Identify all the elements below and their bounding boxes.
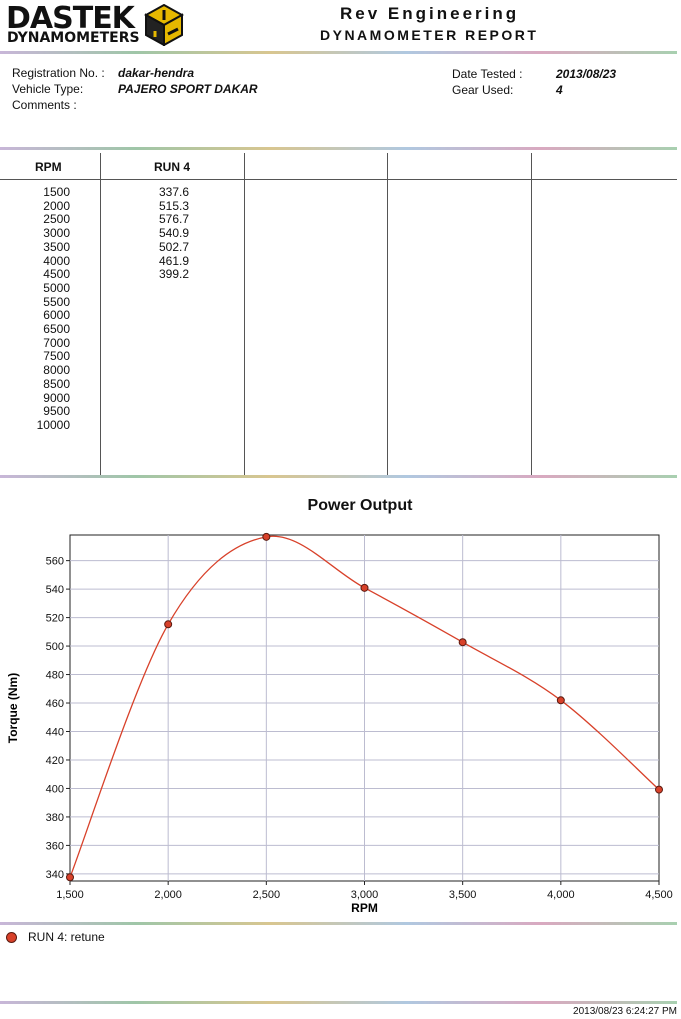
run4-cell: 461.9 [158, 253, 189, 268]
rpm-cell: 6000 [43, 308, 70, 323]
rpm-cell: 7000 [43, 335, 70, 350]
run4-cell: 337.6 [158, 185, 189, 199]
results-table: RPM RUN 4 1500 2000 2500 3000 3500 4000 4500 50… [0, 153, 677, 475]
rpm-cell: 9000 [43, 390, 70, 405]
vehicle-type-value: PAJERO SPORT DAKAR [118, 82, 258, 96]
y-tick-label: 540 [46, 584, 64, 596]
column-header-run4: RUN 4 [154, 160, 191, 174]
y-tick-label: 400 [46, 783, 64, 795]
registration-label: Registration No. : [12, 66, 105, 80]
rpm-cell: 8000 [43, 363, 70, 378]
run4-cell: 502.7 [158, 239, 189, 254]
gear-used-label: Gear Used: [452, 83, 514, 97]
comments-label: Comments : [12, 98, 77, 112]
y-tick-label: 420 [46, 755, 64, 767]
data-point [360, 583, 369, 592]
data-point [655, 785, 663, 794]
y-tick-label: 380 [46, 812, 64, 824]
x-tick-label: 2,000 [154, 889, 182, 901]
rpm-cell: 6500 [43, 322, 70, 337]
x-tick-label: 2,500 [253, 889, 281, 901]
y-tick-label: 360 [46, 840, 64, 852]
x-tick-label: 4,000 [547, 889, 575, 901]
run4-cell: 515.3 [158, 198, 189, 213]
y-axis-label: Torque (Nm) [6, 673, 20, 743]
column-header-rpm: RPM [35, 160, 62, 174]
rpm-cell: 2000 [43, 198, 70, 213]
rpm-cell: 2500 [43, 212, 70, 227]
y-tick-label: 560 [46, 556, 64, 568]
report-title: DYNAMOMETER REPORT [320, 27, 539, 43]
rpm-cell: 9500 [43, 404, 70, 419]
rpm-cell: 4500 [43, 267, 70, 282]
x-tick-label: 3,500 [449, 889, 477, 901]
vehicle-type-label: Vehicle Type: [12, 82, 84, 96]
rpm-cell: 3500 [43, 239, 70, 254]
legend-label: RUN 4: retune [28, 930, 105, 944]
y-tick-label: 500 [46, 641, 64, 653]
x-tick-label: 4,500 [645, 889, 673, 901]
registration-value: dakar-hendra [118, 66, 195, 80]
data-point [556, 696, 565, 705]
logo-main-text: DASTEK [6, 1, 135, 36]
company-name: Rev Engineering [340, 4, 520, 23]
power-output-chart: 340 360 380 400 420 440 460 480 500 520 540 560 1,50… [6, 532, 673, 915]
rpm-cell: 1500 [43, 185, 70, 199]
y-tick-label: 480 [46, 670, 64, 682]
dastek-logo: DASTEK DYNAMOMETERS [6, 1, 184, 48]
legend-marker [6, 932, 17, 943]
rpm-cell: 4000 [43, 253, 70, 268]
y-tick-label: 440 [46, 726, 64, 738]
y-tick-label: 340 [46, 869, 64, 881]
rpm-cell: 5000 [43, 280, 70, 295]
run4-column: 337.6 515.3 576.7 540.9 502.7 461.9 399.2 [100, 185, 189, 282]
logo-sub-text: DYNAMOMETERS [7, 30, 140, 46]
chart-title: Power Output [307, 497, 413, 514]
y-tick-label: 460 [46, 698, 64, 710]
x-tick-label: 1,500 [56, 889, 84, 901]
run4-cell: 399.2 [158, 267, 189, 282]
rpm-cell: 10000 [36, 417, 70, 432]
x-tick-label: 3,000 [351, 889, 379, 901]
rpm-cell: 8500 [43, 376, 70, 391]
rpm-cell: 7500 [43, 349, 70, 364]
rpm-cell: 3000 [43, 226, 70, 241]
report-timestamp: 2013/08/23 6:24:27 PM [573, 1006, 677, 1017]
date-tested-label: Date Tested : [452, 67, 523, 81]
run4-cell: 576.7 [158, 212, 189, 227]
x-axis-label: RPM [351, 901, 378, 915]
data-point [164, 620, 173, 629]
rpm-column: 1500 2000 2500 3000 3500 4000 4500 5000 5500 6000… [0, 185, 70, 433]
logo-cube-icon [144, 4, 184, 46]
date-tested-value: 2013/08/23 [556, 67, 617, 81]
run4-cell: 540.9 [158, 226, 189, 241]
y-tick-label: 520 [46, 613, 64, 625]
rpm-cell: 5500 [43, 294, 70, 309]
data-point [458, 638, 467, 647]
data-point [262, 532, 271, 541]
data-point [66, 873, 74, 882]
gear-used-value: 4 [556, 83, 563, 97]
